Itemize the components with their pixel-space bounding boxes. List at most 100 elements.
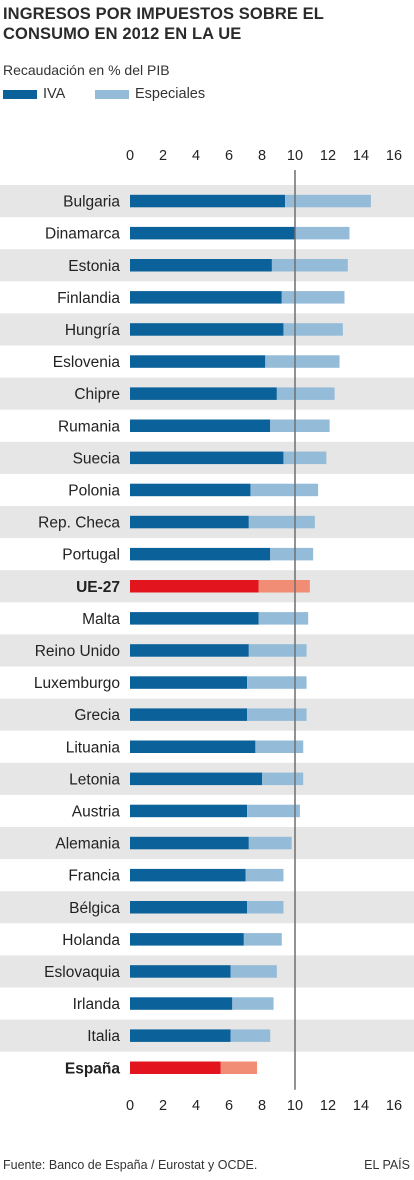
legend: IVA Especiales xyxy=(3,86,403,104)
bar-iva xyxy=(130,933,244,946)
category-label: Portugal xyxy=(62,547,120,564)
bar-especiales xyxy=(270,419,330,432)
category-label: UE-27 xyxy=(76,579,120,596)
bar-iva xyxy=(130,804,248,818)
bar-especiales xyxy=(255,740,304,753)
bar-especiales xyxy=(283,323,343,336)
category-label: Malta xyxy=(82,611,120,628)
bar-especiales xyxy=(247,676,307,689)
bar-especiales xyxy=(258,612,309,625)
category-label: Eslovenia xyxy=(53,354,121,371)
bar-iva xyxy=(130,1029,231,1042)
bar-iva xyxy=(130,226,295,240)
bar-especiales xyxy=(245,868,284,882)
category-label: Austria xyxy=(72,803,121,820)
tick-label-top: 4 xyxy=(192,148,200,164)
bar-especiales xyxy=(247,804,300,818)
category-label: Polonia xyxy=(68,482,120,499)
bar-especiales xyxy=(248,515,315,529)
bar-especiales xyxy=(258,580,310,593)
category-label: Chipre xyxy=(74,386,120,403)
bar-especiales xyxy=(271,259,348,272)
legend-item-especiales: Especiales xyxy=(95,86,205,102)
chart-subtitle: Recaudación en % del PIB xyxy=(3,62,170,78)
publisher-credit: EL PAÍS xyxy=(364,1158,410,1172)
bar-iva xyxy=(130,483,251,497)
category-label: Reino Unido xyxy=(35,643,120,660)
category-label: Grecia xyxy=(74,707,120,724)
legend-label-iva: IVA xyxy=(43,86,66,102)
tick-label-top: 6 xyxy=(225,148,233,164)
bar-iva xyxy=(130,194,286,208)
category-label: Letonia xyxy=(69,771,120,788)
bar-especiales xyxy=(248,836,292,850)
bar-especiales xyxy=(232,997,274,1010)
category-label: Rep. Checa xyxy=(38,515,120,532)
bar-especiales xyxy=(248,644,307,657)
bar-especiales xyxy=(243,933,282,946)
category-label: Eslovaquia xyxy=(44,964,120,981)
tick-label-bottom: 12 xyxy=(320,1098,336,1114)
category-label: Suecia xyxy=(73,450,121,467)
bar-iva xyxy=(130,836,249,850)
bar-iva xyxy=(130,259,272,272)
bar-iva xyxy=(130,515,249,529)
chart-title: INGRESOS POR IMPUESTOS SOBRE EL CONSUMO … xyxy=(3,5,324,43)
bar-especiales xyxy=(230,1029,271,1042)
category-label: Francia xyxy=(68,868,120,885)
category-label: Estonia xyxy=(68,258,120,275)
legend-swatch-iva xyxy=(3,89,37,99)
category-label: Dinamarca xyxy=(45,226,120,243)
source-note: Fuente: Banco de España / Eurostat y OCD… xyxy=(3,1158,258,1172)
bar-especiales xyxy=(247,901,284,914)
bar-iva xyxy=(130,323,284,336)
bar-iva xyxy=(130,612,259,625)
tick-label-top: 16 xyxy=(386,148,402,164)
category-label: Luxemburgo xyxy=(34,675,120,692)
tick-label-top: 14 xyxy=(353,148,369,164)
tick-label-top: 0 xyxy=(126,148,134,164)
bar-iva xyxy=(130,901,248,914)
tick-label-top: 10 xyxy=(287,148,303,164)
bar-iva xyxy=(130,965,231,978)
category-label: Alemania xyxy=(55,836,120,853)
bar-iva xyxy=(130,772,262,786)
bar-especiales xyxy=(250,483,319,497)
tick-label-bottom: 10 xyxy=(287,1098,303,1114)
bar-iva xyxy=(130,740,256,753)
bar-iva xyxy=(130,547,271,561)
bar-especiales xyxy=(276,387,335,400)
category-label: Irlanda xyxy=(73,996,121,1013)
bar-iva xyxy=(130,676,248,689)
bar-iva xyxy=(130,708,248,721)
tick-label-bottom: 4 xyxy=(192,1098,200,1114)
tick-label-bottom: 16 xyxy=(386,1098,402,1114)
bar-iva xyxy=(130,387,277,400)
bar-iva xyxy=(130,451,284,465)
category-label: Holanda xyxy=(62,932,120,949)
bar-especiales xyxy=(220,1061,258,1074)
bar-iva xyxy=(130,644,249,657)
bar-especiales xyxy=(230,965,277,978)
category-label: Bélgica xyxy=(69,900,120,917)
bar-iva xyxy=(130,580,259,593)
tick-label-top: 8 xyxy=(258,148,266,164)
legend-swatch-especiales xyxy=(95,89,129,99)
category-label: España xyxy=(65,1060,121,1077)
tick-label-bottom: 14 xyxy=(353,1098,369,1114)
bar-especiales xyxy=(285,194,371,208)
bar-especiales xyxy=(265,355,340,368)
tick-label-bottom: 8 xyxy=(258,1098,266,1114)
category-label: Finlandia xyxy=(57,290,120,307)
bar-especiales xyxy=(262,772,304,786)
bar-especiales xyxy=(283,451,327,465)
bar-iva xyxy=(130,291,282,304)
category-label: Rumania xyxy=(58,418,120,435)
legend-label-especiales: Especiales xyxy=(135,86,206,102)
category-label: Italia xyxy=(87,1028,120,1045)
legend-item-iva: IVA xyxy=(3,86,65,102)
tick-label-top: 12 xyxy=(320,148,336,164)
tick-label-top: 2 xyxy=(159,148,167,164)
bar-especiales xyxy=(281,291,345,304)
